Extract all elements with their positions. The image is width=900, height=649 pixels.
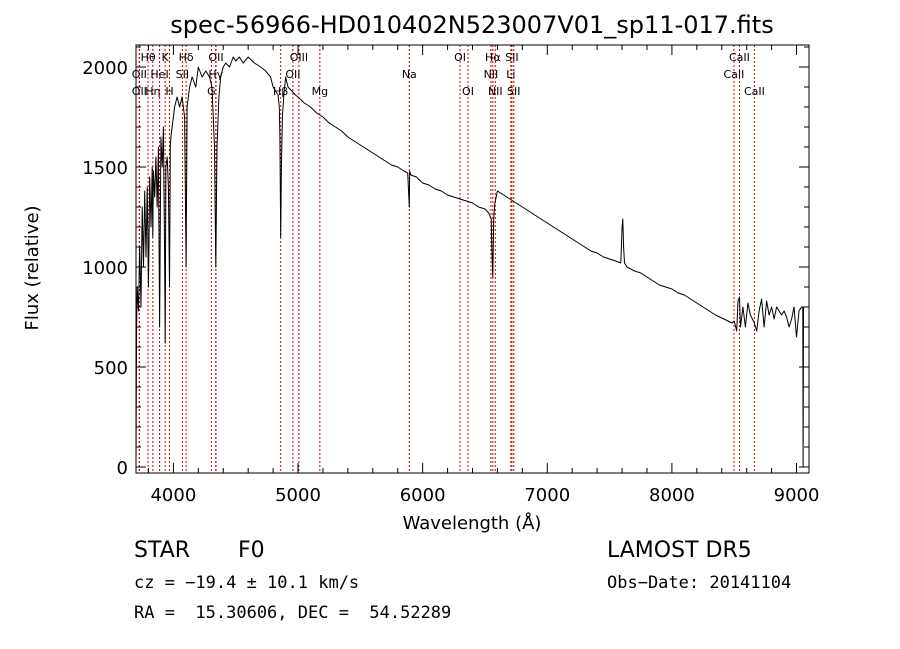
observation-date: Obs−Date: 20141104 [607,573,792,593]
x-tick-label: 6000 [400,485,446,506]
line-marker-label: Hη [145,85,160,98]
plot-frame [135,44,810,474]
line-marker-label: OII [208,51,223,64]
line-marker-label: NII [488,85,503,98]
line-marker-label: SII [507,85,520,98]
x-tick-label: 9000 [774,485,820,506]
spectral-line-markers [138,45,755,473]
line-marker-label: CaII [724,68,745,81]
line-marker-label: SII [505,51,518,64]
chart-title: spec-56966-HD010402N523007V01_sp11-017.f… [170,11,773,39]
line-marker-label: Hβ [273,85,288,98]
y-axis-label: Flux (relative) [22,205,43,330]
line-marker-label: OI [454,51,466,64]
line-marker-label: Hθ [141,51,156,64]
line-marker-label: G [207,85,216,98]
line-marker-label: OI [462,85,474,98]
line-marker-label: CaII [729,51,750,64]
redshift-readout: cz = −19.4 ± 10.1 km/s [134,573,360,593]
spectral-class: F0 [238,538,265,563]
spectrum-chart: spec-56966-HD010402N523007V01_sp11-017.f… [22,11,819,534]
x-tick-label: 4000 [150,485,196,506]
y-tick-label: 2000 [82,58,128,79]
line-marker-label: OII [132,85,147,98]
x-tick-label: 5000 [275,485,321,506]
axis-ticks: 4000 5000 6000 7000 8000 9000 0 500 1000 1500 2000 [82,45,819,506]
object-type: STAR [134,538,191,563]
spectrum-line [135,56,809,468]
line-marker-label: OII [132,68,147,81]
line-marker-label: Mg [312,85,328,98]
line-marker-label: NII [484,68,499,81]
x-tick-label: 7000 [524,485,570,506]
y-tick-label: 1500 [82,158,128,179]
line-marker-label: K [162,51,170,64]
line-marker-label: Hγ [208,68,223,81]
line-marker-label: OII [285,68,300,81]
line-marker-label: H [165,85,173,98]
line-marker-label: CaII [744,85,765,98]
line-marker-label: Li [506,68,515,81]
line-marker-label: Hα [485,51,501,64]
y-tick-label: 500 [94,358,128,379]
y-tick-label: 0 [117,458,128,479]
spectrum-series [135,56,809,468]
y-tick-label: 1000 [82,258,128,279]
coordinates-readout: RA = 15.30606, DEC = 54.52289 [134,603,452,623]
line-marker-label: OIII [290,51,308,64]
line-marker-label: Na [402,68,417,81]
line-marker-label: HeI [150,68,168,81]
line-marker-label: Hδ [179,51,194,64]
x-tick-label: 8000 [649,485,695,506]
x-axis-label: Wavelength (Å) [403,512,542,534]
survey-name: LAMOST DR5 [607,538,752,563]
line-marker-label: SII [176,68,189,81]
